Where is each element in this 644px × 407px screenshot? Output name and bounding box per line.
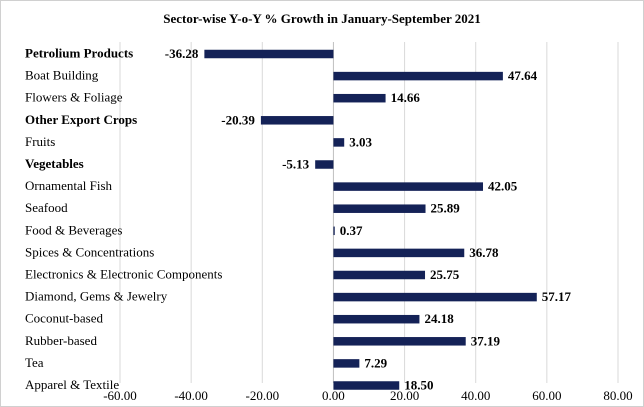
bar (333, 337, 466, 346)
value-label: 18.50 (404, 378, 433, 393)
x-tick-label: 40.00 (461, 388, 490, 403)
category-label: Seafood (25, 200, 68, 215)
x-tick-label: 80.00 (603, 388, 632, 403)
bar (333, 292, 537, 302)
value-label: 25.89 (431, 201, 461, 216)
category-label: Vegetables (25, 156, 84, 171)
bar (260, 116, 334, 125)
bar (333, 270, 426, 280)
x-tick-label: -20.00 (245, 388, 279, 403)
category-label: Coconut-based (25, 311, 103, 326)
value-label: 25.75 (430, 267, 460, 282)
x-tick-label: -40.00 (174, 388, 208, 403)
bar (204, 49, 334, 59)
bar (333, 182, 484, 191)
x-tick-label: 20.00 (390, 388, 419, 403)
category-label: Boat Building (25, 68, 99, 83)
x-axis-ticks: -60.00 -40.00 -20.00 0.00 20.00 40.00 60.00 80.… (103, 388, 632, 403)
bar (333, 204, 426, 213)
value-label: 7.29 (364, 355, 387, 370)
category-label: Spices & Concentrations (25, 244, 154, 259)
value-label: 14.66 (391, 90, 421, 105)
value-label: 37.19 (471, 333, 501, 348)
category-label: Food & Beverages (25, 222, 122, 237)
bar (315, 160, 334, 169)
bar (333, 93, 386, 103)
category-labels: Petrolium Products Boat Building Flowers &… (25, 46, 222, 393)
value-label: 47.64 (508, 68, 538, 83)
category-label: Apparel & Textile (25, 377, 119, 392)
category-label: Electronics & Electronic Components (25, 267, 222, 282)
category-label: Ornamental Fish (25, 178, 113, 193)
value-label: -36.28 (165, 46, 199, 61)
value-label: 57.17 (542, 289, 572, 304)
x-tick-label: 0.00 (322, 388, 345, 403)
bars (204, 49, 537, 390)
value-label: -5.13 (282, 157, 310, 172)
bar (333, 71, 503, 81)
x-tick-label: 60.00 (532, 388, 561, 403)
value-label: 36.78 (469, 245, 499, 260)
bar (333, 381, 400, 390)
bar (333, 359, 360, 368)
x-tick-label: -60.00 (103, 388, 137, 403)
category-label: Other Export Crops (25, 112, 137, 127)
bar (333, 138, 345, 147)
category-label: Flowers & Foliage (25, 90, 123, 105)
value-label: -20.39 (221, 112, 255, 127)
value-label: 24.18 (424, 311, 454, 326)
value-label: 42.05 (488, 179, 518, 194)
bar (333, 248, 465, 258)
category-label: Diamond, Gems & Jewelry (25, 289, 168, 304)
value-labels: -36.28 47.64 14.66 -20.39 3.03 -5.13 42.05 25.8… (165, 46, 572, 393)
category-label: Fruits (25, 134, 55, 149)
bar (333, 226, 335, 236)
bar (333, 314, 420, 324)
category-label: Petrolium Products (25, 46, 133, 61)
category-label: Tea (25, 355, 44, 370)
category-label: Rubber-based (25, 333, 97, 348)
value-label: 0.37 (340, 223, 363, 238)
chart-title: Sector-wise Y-o-Y % Growth in January-Se… (163, 11, 481, 26)
value-label: 3.03 (349, 134, 372, 149)
